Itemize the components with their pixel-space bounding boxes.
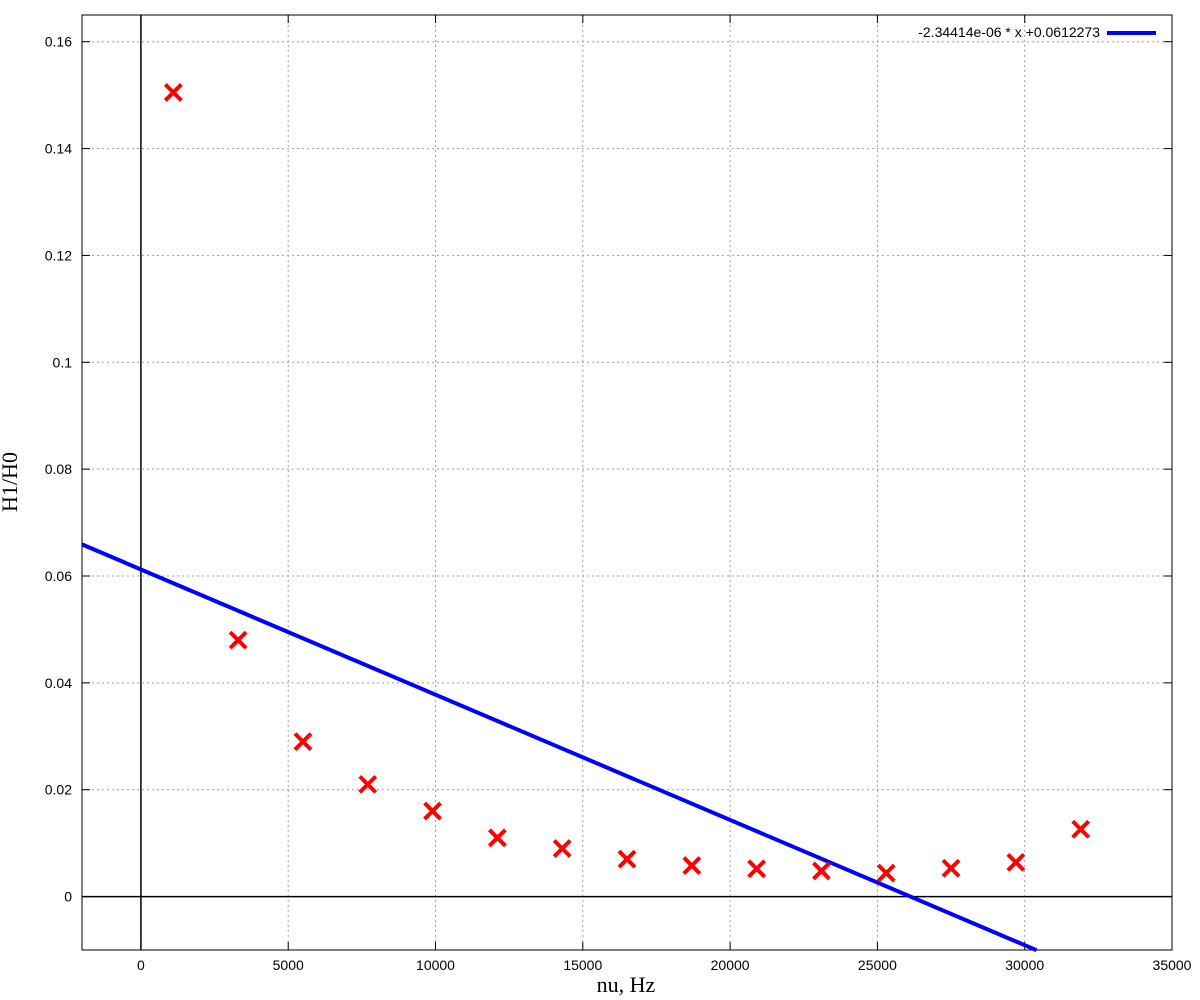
- zero-axes-layer: [82, 15, 1172, 950]
- data-point: [487, 828, 507, 848]
- data-point: [228, 630, 248, 650]
- plot-frame: [81, 14, 1173, 951]
- data-point: [1006, 852, 1026, 872]
- y-tick-label: 0.12: [45, 247, 72, 263]
- x-tick-label: 30000: [1005, 957, 1044, 973]
- legend-label: -2.34414e-06 * x +0.0612273: [918, 24, 1100, 40]
- data-point: [1071, 819, 1091, 839]
- x-tick-label: 25000: [858, 957, 897, 973]
- x-axis-title: nu, Hz: [597, 972, 656, 997]
- data-point: [423, 801, 442, 821]
- data-point: [617, 849, 637, 869]
- x-tick-label: 15000: [563, 957, 602, 973]
- y-tick-label: 0.1: [53, 354, 73, 370]
- y-tick-label: 0.06: [45, 568, 72, 584]
- data-points-layer: [163, 83, 1091, 883]
- y-tick-label: 0.14: [45, 141, 72, 157]
- fit-line: [81, 542, 1038, 953]
- x-tick-label: 0: [137, 957, 145, 973]
- x-tick-label: 10000: [416, 957, 455, 973]
- data-point: [552, 839, 572, 858]
- x-tick-label: 35000: [1153, 957, 1192, 973]
- fit-line-layer: [81, 542, 1038, 953]
- data-point: [876, 863, 896, 883]
- y-axis-title: H1/H0: [0, 452, 22, 512]
- y-tick-label: 0.16: [45, 34, 72, 50]
- grid-layer: [82, 15, 1173, 950]
- legend: -2.34414e-06 * x +0.0612273: [918, 24, 1156, 40]
- data-point: [293, 732, 313, 752]
- y-tick-label: 0.04: [45, 675, 72, 691]
- data-point: [941, 858, 961, 878]
- data-point: [747, 859, 767, 879]
- ticks-layer: 0 5000 10000 15000 20000 25000 30000 35000 0 0.02…: [45, 15, 1192, 973]
- y-tick-label: 0.08: [45, 461, 72, 477]
- x-tick-label: 20000: [711, 957, 750, 973]
- x-tick-label: 5000: [273, 957, 304, 973]
- data-point: [358, 774, 378, 794]
- y-tick-label: 0.02: [45, 782, 72, 798]
- data-point: [163, 83, 183, 102]
- data-point: [812, 861, 831, 881]
- y-tick-label: 0: [64, 889, 72, 905]
- data-point: [682, 856, 702, 875]
